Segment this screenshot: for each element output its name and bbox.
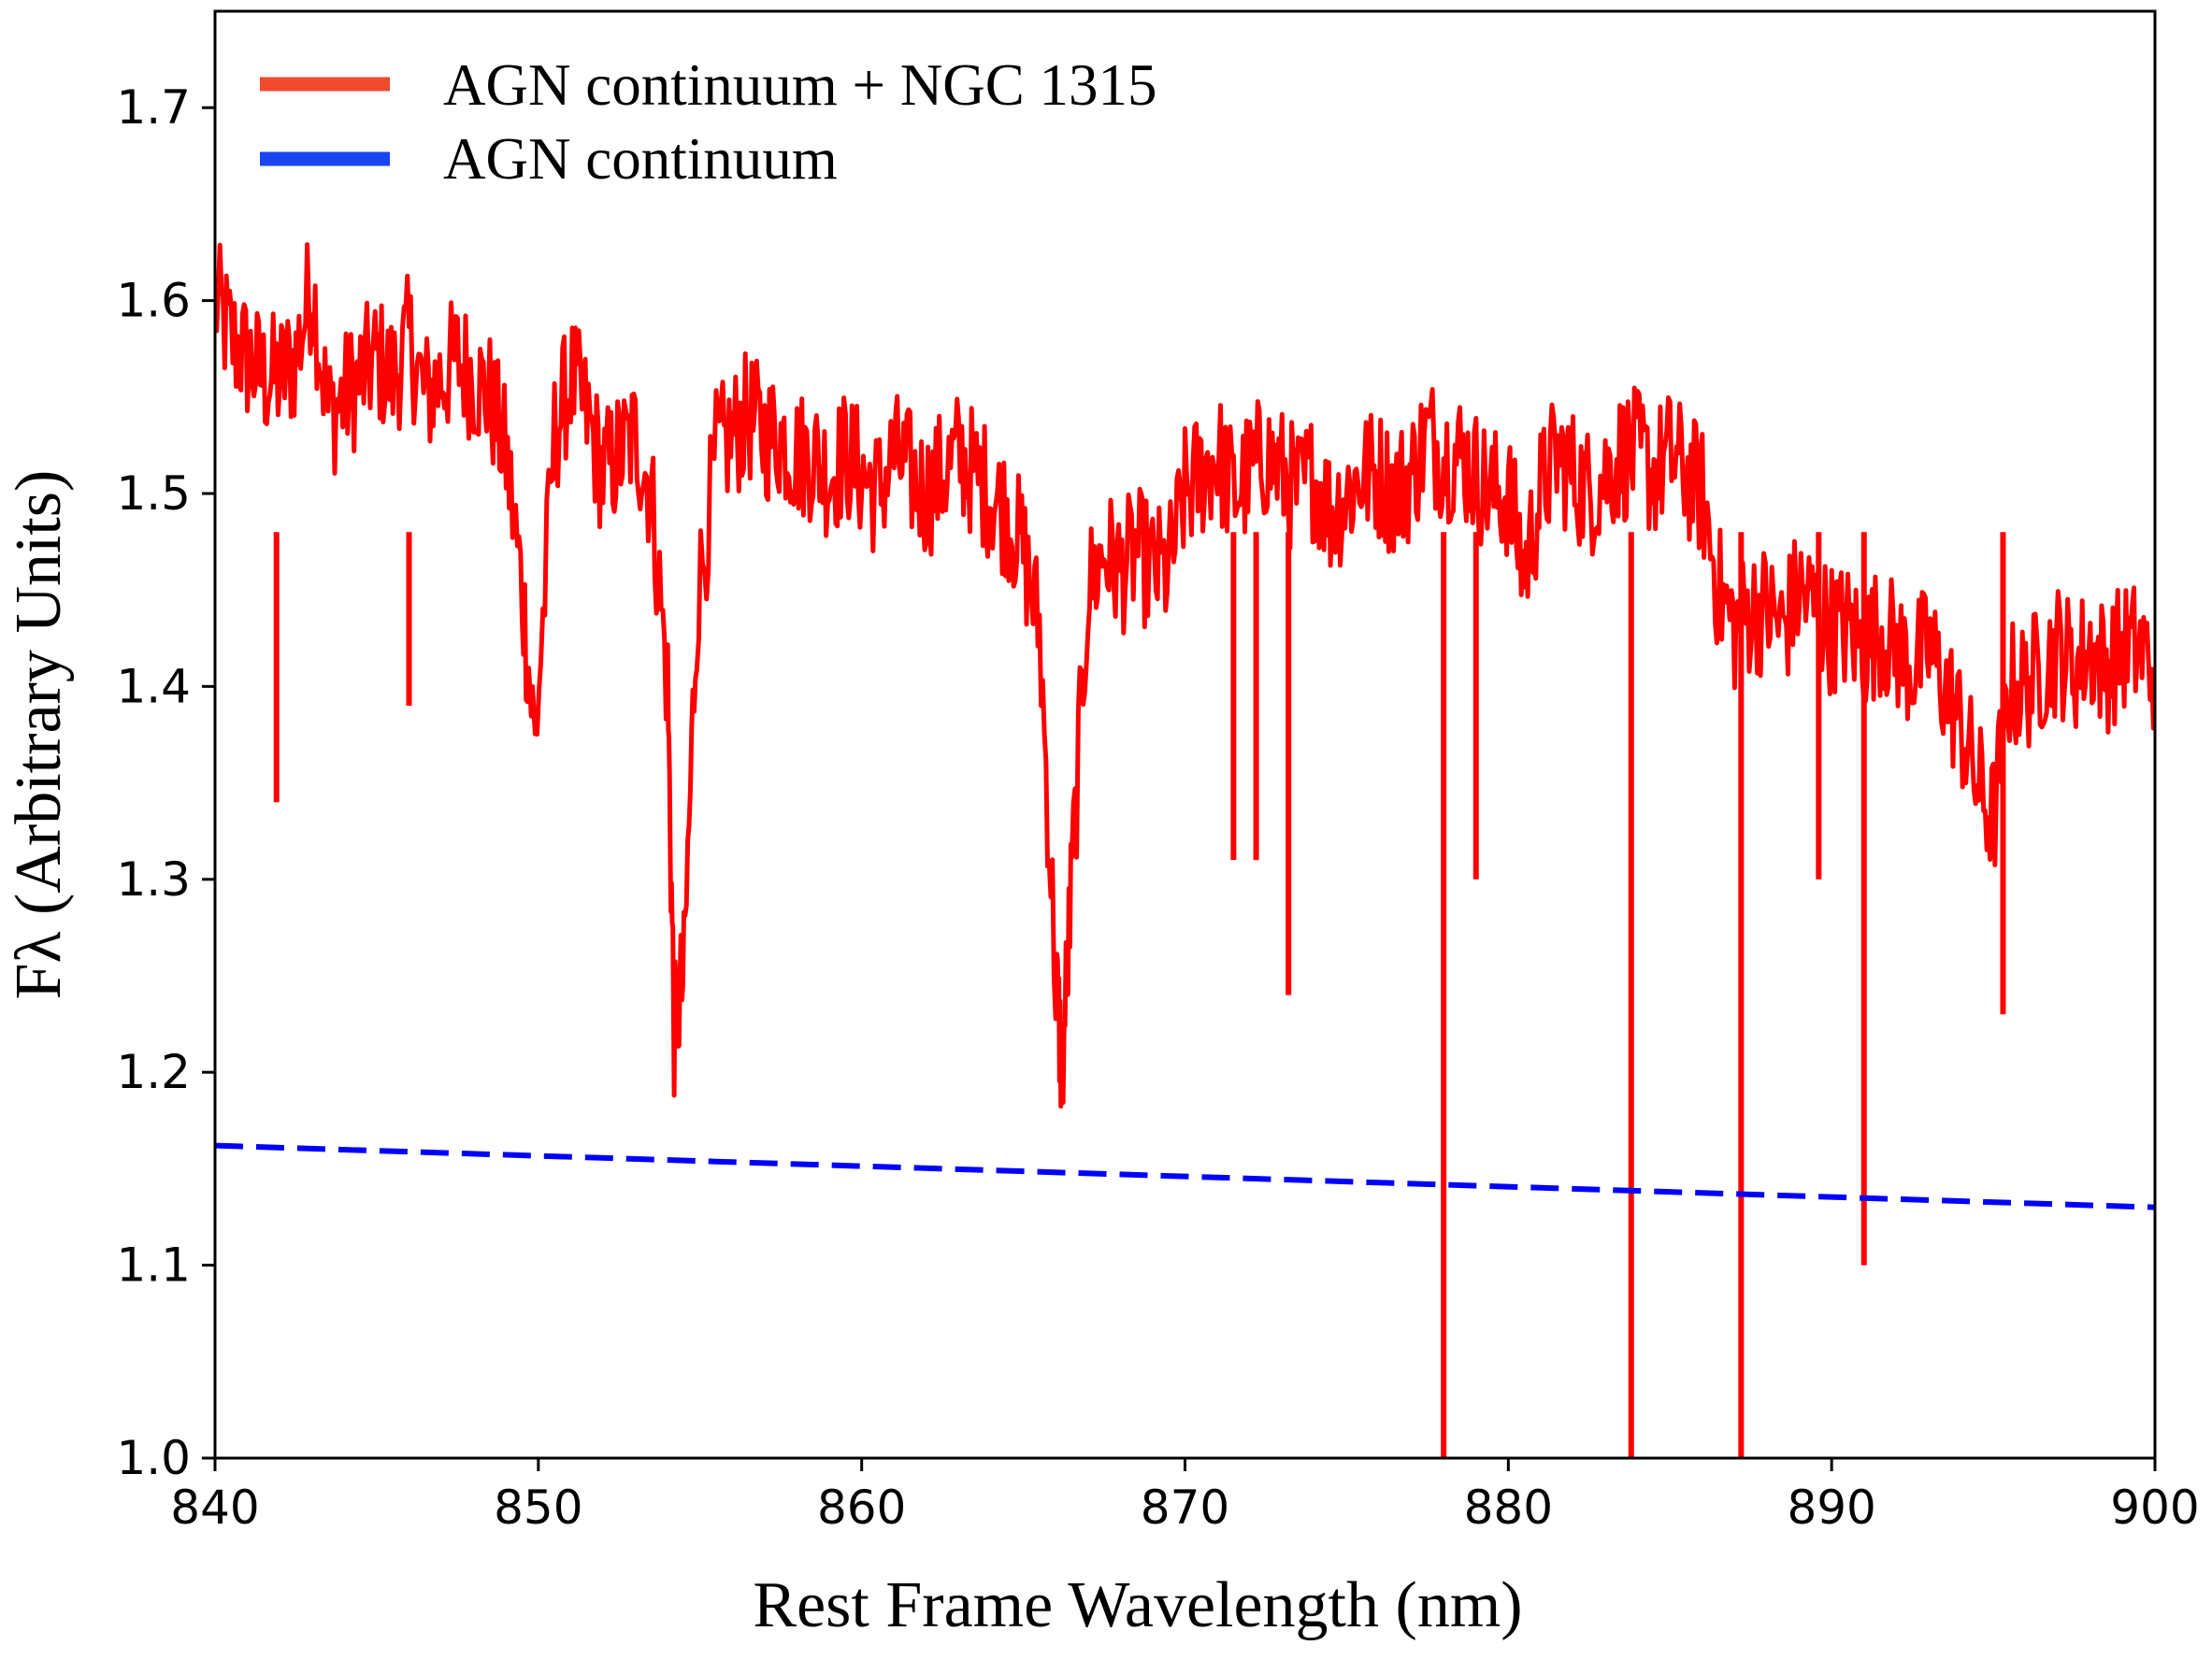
y-tick-label: 1.0: [116, 1431, 191, 1485]
x-tick-label: 900: [2110, 1481, 2199, 1535]
legend-label-agn-continuum: AGN continuum: [443, 126, 838, 192]
legend-label-agn-plus-ngc: AGN continuum + NGC 1315: [443, 52, 1157, 118]
y-tick-label: 1.7: [116, 80, 191, 135]
y-tick-label: 1.2: [116, 1045, 191, 1099]
series-agn-plus-ngc-1315-line: [215, 242, 2155, 1109]
x-tick-label: 890: [1787, 1481, 1875, 1535]
legend: AGN continuum + NGC 1315 AGN continuum: [260, 52, 1157, 192]
y-tick-label: 1.6: [116, 274, 191, 328]
x-tick-label: 850: [494, 1481, 582, 1535]
x-tick-label: 870: [1141, 1481, 1229, 1535]
x-axis-title: Rest Frame Wavelength (nm): [753, 1569, 1522, 1641]
y-axis-title: Fλ (Arbitrary Units): [3, 470, 75, 1000]
x-tick-label: 880: [1464, 1481, 1553, 1535]
axes: 840 850 860 870 880 890 900 1.0 1.1 1.2 1.3 1.4 1.5 1…: [116, 80, 2199, 1535]
plot-area: [215, 242, 2155, 1458]
y-tick-label: 1.5: [116, 466, 191, 521]
y-tick-label: 1.1: [116, 1238, 191, 1293]
x-tick-label: 840: [170, 1481, 259, 1535]
y-tick-label: 1.4: [116, 659, 191, 713]
y-tick-label: 1.3: [116, 852, 191, 907]
x-tick-label: 860: [817, 1481, 906, 1535]
series-agn-continuum-line: [215, 1142, 2155, 1210]
